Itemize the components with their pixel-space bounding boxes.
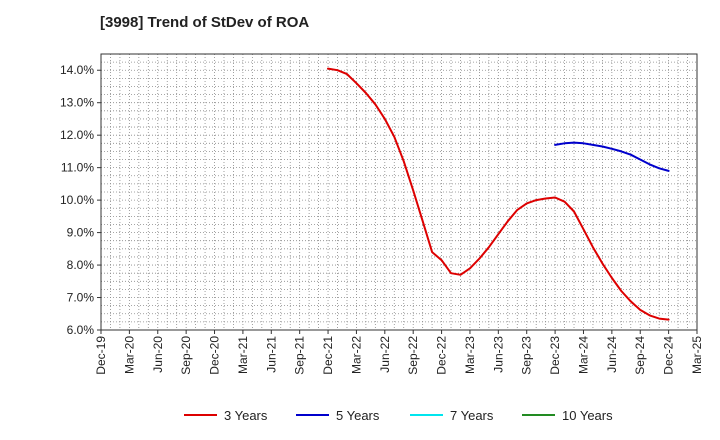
x-tick-label: Jun-24	[605, 336, 619, 373]
x-tick-label: Sep-22	[406, 336, 420, 375]
y-tick-label: 9.0%	[67, 226, 95, 240]
x-tick-label: Jun-22	[378, 336, 392, 373]
y-tick-label: 10.0%	[60, 193, 94, 207]
y-tick-label: 11.0%	[61, 161, 94, 175]
x-tick-label: Sep-23	[520, 336, 534, 375]
legend-label: 3 Years	[224, 408, 268, 423]
x-tick-label: Mar-22	[349, 336, 363, 374]
x-tick-label: Dec-24	[662, 336, 676, 375]
x-tick-label: Mar-20	[122, 336, 136, 374]
x-tick-label: Mar-23	[463, 336, 477, 374]
x-tick-label: Jun-21	[264, 336, 278, 373]
y-tick-label: 8.0%	[67, 258, 95, 272]
x-tick-label: Sep-24	[633, 336, 647, 375]
x-tick-label: Mar-25	[690, 336, 704, 374]
y-tick-label: 7.0%	[67, 291, 95, 305]
x-tick-label: Dec-23	[548, 336, 562, 375]
y-tick-label: 6.0%	[67, 323, 95, 337]
axis-ticks: 6.0% 7.0% 8.0% 9.0% 10.0% 11.0% 12.0% 13.0% 14.0…	[60, 63, 704, 374]
legend-label: 10 Years	[562, 408, 613, 423]
series-lines	[327, 67, 670, 321]
x-tick-label: Dec-22	[435, 336, 449, 375]
x-tick-label: Sep-21	[293, 336, 307, 375]
series-line-3-years	[327, 67, 670, 321]
y-tick-label: 14.0%	[60, 63, 94, 77]
x-tick-label: Dec-19	[94, 336, 108, 375]
x-tick-label: Dec-20	[208, 336, 222, 375]
x-tick-label: Dec-21	[321, 336, 335, 375]
legend-label: 5 Years	[336, 408, 380, 423]
x-tick-label: Mar-21	[236, 336, 250, 374]
series-line-5-years	[554, 141, 670, 172]
chart-title: [3998] Trend of StDev of ROA	[100, 14, 310, 31]
legend-label: 7 Years	[450, 408, 494, 423]
legend: 3 Years 5 Years 7 Years 10 Years	[184, 408, 613, 423]
x-tick-label: Mar-24	[576, 336, 590, 374]
y-tick-label: 12.0%	[60, 128, 94, 142]
x-tick-label: Sep-20	[179, 336, 193, 375]
x-tick-label: Jun-23	[491, 336, 505, 373]
x-tick-label: Jun-20	[151, 336, 165, 373]
grid	[101, 54, 697, 330]
y-tick-label: 13.0%	[60, 96, 94, 110]
plot-frame	[100, 53, 698, 331]
